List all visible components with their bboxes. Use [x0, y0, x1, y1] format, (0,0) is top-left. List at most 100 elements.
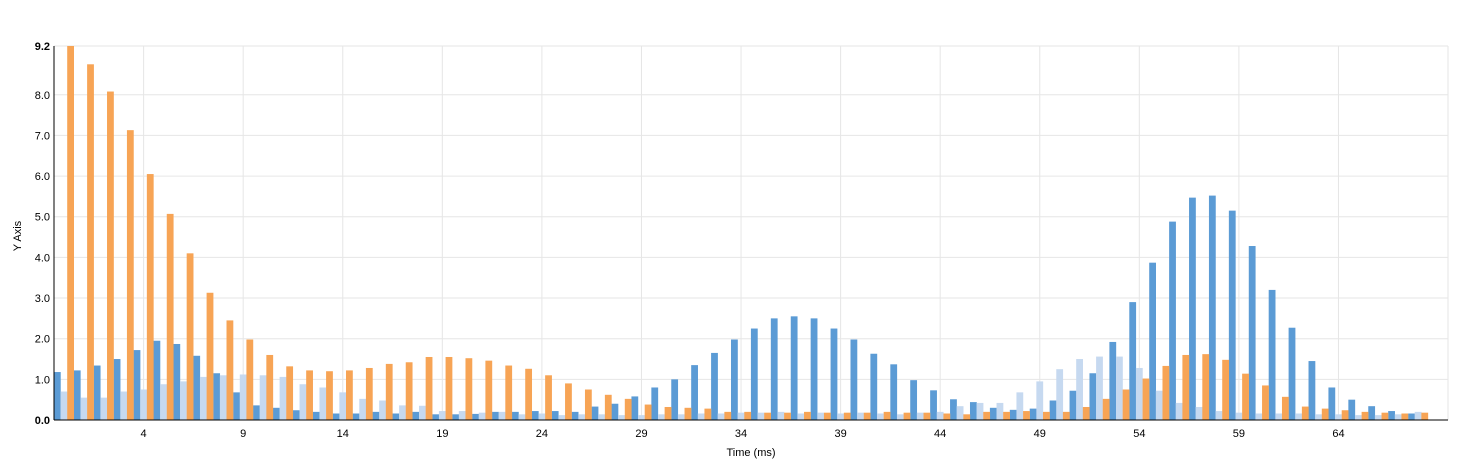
bar-series-1: [1348, 399, 1356, 420]
bar-series-3: [67, 46, 74, 420]
bar-series-1: [1129, 302, 1137, 420]
bar-series-1: [452, 414, 459, 420]
bar-series-3: [1023, 411, 1030, 420]
bar-series-3: [644, 404, 652, 420]
bar-series-1: [651, 387, 659, 420]
bar-series-1: [671, 379, 679, 420]
bar-series-3: [903, 412, 911, 420]
bar-series-3: [1281, 396, 1289, 420]
bar-series-1: [1368, 406, 1376, 420]
bar-series-2: [1315, 414, 1322, 420]
bar-series-3: [1062, 411, 1070, 420]
bar-series-2: [1414, 411, 1422, 420]
y-tick-label: 2.0: [35, 334, 50, 346]
bar-series-2: [219, 375, 227, 420]
bar-series-1: [1029, 408, 1037, 420]
bar-series-1: [1109, 341, 1117, 420]
bar-series-1: [1009, 409, 1017, 420]
y-tick-label: 0.0: [35, 415, 50, 427]
bar-series-3: [266, 354, 274, 420]
bar-series-1: [611, 403, 619, 420]
bar-series-1: [750, 328, 758, 420]
bar-series-3: [1262, 385, 1269, 420]
bar-series-3: [166, 213, 174, 420]
bar-series-3: [983, 411, 991, 420]
bar-series-2: [279, 376, 287, 420]
bar-series-1: [910, 380, 918, 420]
bar-series-1: [213, 373, 221, 420]
bar-series-2: [717, 413, 725, 420]
bar-series-3: [365, 367, 373, 420]
bar-series-2: [956, 406, 964, 420]
bar-series-3: [1122, 389, 1130, 420]
bar-series-2: [319, 387, 327, 420]
bar-series-3: [1341, 410, 1349, 420]
bar-series-3: [425, 356, 433, 420]
bar-series-1: [631, 396, 639, 420]
bar-series-1: [1189, 197, 1196, 420]
bar-series-3: [1082, 406, 1090, 420]
bar-series-2: [359, 398, 367, 420]
bar-series-3: [684, 407, 692, 420]
bar-series-2: [259, 375, 267, 420]
bar-series-2: [438, 411, 446, 420]
y-tick-label: 1.0: [35, 374, 50, 386]
bar-series-3: [1401, 413, 1409, 420]
bar-series-3: [883, 411, 891, 420]
bar-series-1: [133, 350, 141, 420]
bar-series-2: [80, 397, 88, 420]
bar-series-3: [246, 339, 254, 420]
bar-series-1: [472, 413, 479, 420]
bar-series-3: [306, 370, 313, 420]
bar-series-3: [784, 412, 791, 420]
bar-series-3: [385, 363, 393, 420]
bar-series-2: [498, 411, 506, 420]
bar-series-3: [146, 174, 154, 420]
bar-series-1: [890, 364, 898, 420]
y-tick-label: 5.0: [35, 212, 50, 224]
bar-series-2: [578, 414, 586, 420]
bar-series-3: [804, 411, 811, 420]
bar-series-1: [950, 399, 957, 420]
y-tick-label: 4.0: [35, 252, 50, 264]
bar-series-3: [286, 366, 294, 420]
bar-series-3: [624, 398, 632, 420]
bar-series-3: [843, 412, 851, 420]
bar-series-2: [199, 376, 207, 420]
bar-series-2: [1215, 411, 1223, 420]
bar-series-1: [412, 411, 420, 420]
bar-series-2: [1155, 390, 1163, 420]
bar-series-3: [226, 320, 234, 420]
bar-series-3: [87, 64, 94, 420]
y-tick-label: 3.0: [35, 293, 50, 305]
bar-series-1: [691, 365, 698, 420]
bar-series-1: [1328, 387, 1336, 420]
bar-series-3: [565, 383, 572, 420]
bar-series-1: [233, 392, 240, 420]
bar-series-1: [1069, 390, 1077, 420]
bar-series-1: [492, 411, 499, 420]
bar-series-2: [657, 414, 665, 420]
bar-series-1: [1408, 413, 1415, 420]
bar-series-2: [1195, 406, 1203, 420]
bar-series-2: [379, 400, 386, 420]
bar-series-1: [1089, 373, 1097, 420]
bar-series-3: [704, 408, 712, 420]
bar-series-3: [545, 375, 552, 420]
bar-series-2: [458, 411, 466, 420]
bar-series-3: [764, 412, 771, 420]
bar-series-3: [346, 370, 353, 420]
gridlines: [54, 45, 1449, 421]
bar-series-2: [1295, 413, 1303, 420]
x-tick-label: 39: [834, 428, 846, 440]
bar-series-2: [618, 415, 625, 420]
bar-series-3: [525, 368, 533, 420]
bar-series-2: [160, 384, 167, 420]
bar-series-2: [399, 405, 406, 420]
y-tick-label: 8.0: [35, 90, 50, 102]
bar-series-3: [744, 411, 752, 420]
bar-series-1: [312, 411, 320, 420]
x-tick-label: 9: [240, 428, 246, 440]
bar-series-1: [870, 353, 878, 420]
